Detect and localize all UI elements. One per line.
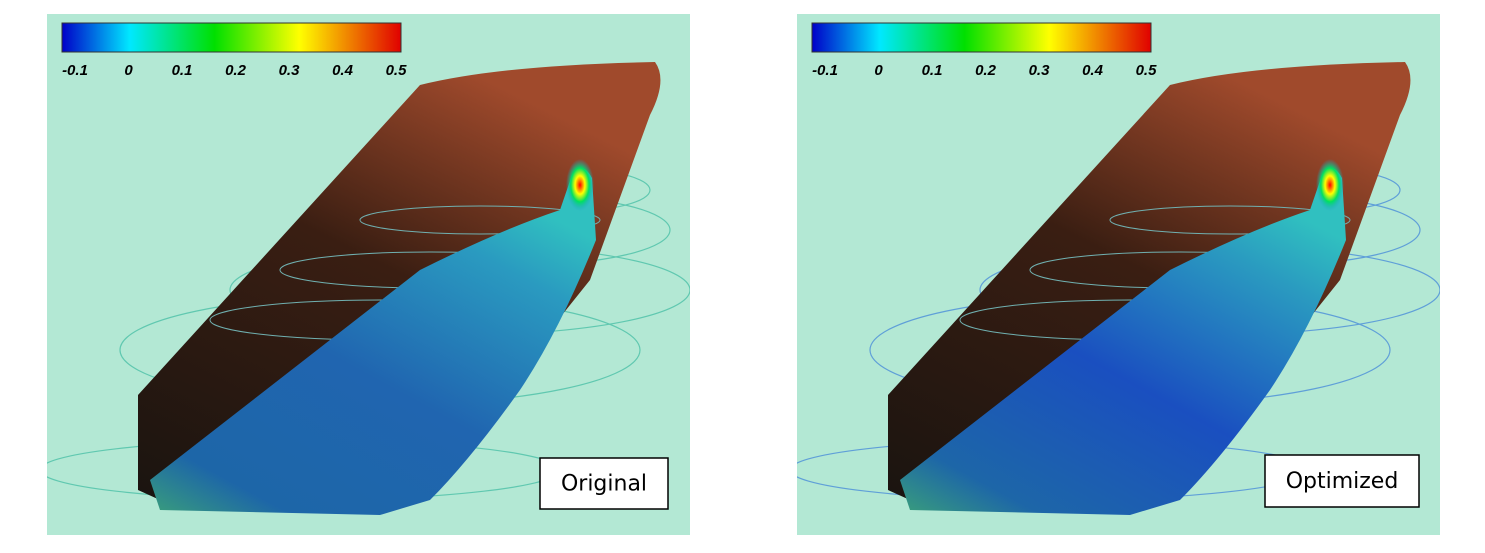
colorbar-tick-label: 0.5: [386, 62, 408, 79]
colorbar-tick-label: 0.1: [172, 62, 193, 79]
colorbar-tick-label: 0.2: [975, 62, 997, 79]
hull-bottom: [150, 168, 596, 515]
colorbar-tick-label: 0.4: [1082, 62, 1104, 79]
label-box: [539, 457, 669, 510]
colorbar-tick-label: 0.3: [1029, 62, 1051, 79]
contour: [359, 205, 601, 235]
hull-render: [47, 62, 690, 515]
panel-label: Optimized: [1286, 469, 1399, 494]
hot-spot: [1316, 159, 1344, 211]
colorbar-tick-label: 0.3: [279, 62, 301, 79]
colorbar: [811, 22, 1152, 53]
colorbar-tick-label: 0.2: [225, 62, 247, 79]
colorbar-tick-label: 0: [124, 62, 133, 79]
colorbar-tick-label: -0.1: [62, 62, 88, 79]
panel-label: Original: [561, 472, 647, 497]
colorbar-tick-label: 0.5: [1136, 62, 1158, 79]
colorbar-tick-label: 0.1: [922, 62, 943, 79]
panel: -0.1 0 0.1 0.2 0.3 0.4 0.5 Optimized: [797, 14, 1440, 535]
colorbar-tick-label: -0.1: [812, 62, 838, 79]
colorbar-tick-label: 0: [874, 62, 883, 79]
contour: [1109, 205, 1351, 235]
colorbar-tick-label: 0.4: [332, 62, 354, 79]
hull-bottom: [900, 168, 1346, 515]
panel: -0.1 0 0.1 0.2 0.3 0.4 0.5 Original: [47, 14, 690, 535]
hot-spot: [566, 159, 594, 211]
label-box: [1264, 454, 1420, 508]
colorbar: [61, 22, 402, 53]
hull-render: [797, 62, 1440, 515]
